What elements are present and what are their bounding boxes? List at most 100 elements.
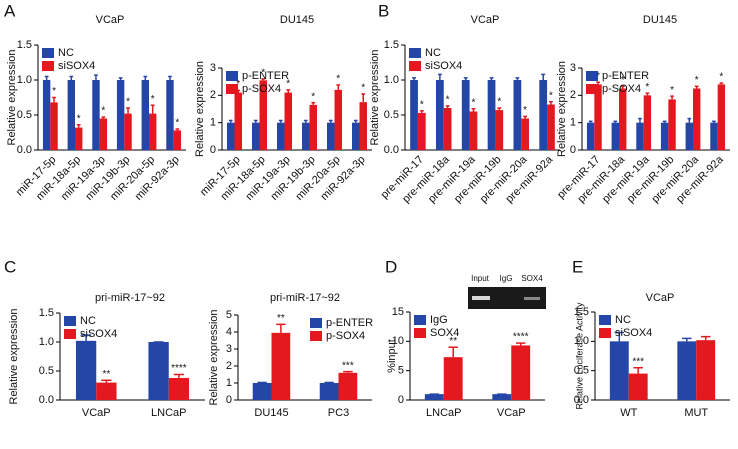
legend-swatch xyxy=(414,328,426,338)
significance-label: **** xyxy=(513,332,529,343)
bar xyxy=(359,102,367,150)
bar xyxy=(668,99,676,150)
legend-label: SOX4 xyxy=(430,327,459,339)
bar xyxy=(511,345,531,400)
significance-label: * xyxy=(645,82,649,93)
significance-label: * xyxy=(286,79,290,90)
bar xyxy=(96,382,117,400)
significance-label: ** xyxy=(277,313,285,324)
x-tick-label: VCaP xyxy=(82,407,111,419)
bar xyxy=(436,80,444,150)
y-axis-label: Relative Luciferase Activity xyxy=(574,302,584,410)
legend-swatch xyxy=(310,318,322,328)
bar xyxy=(696,340,716,400)
bar xyxy=(271,332,291,400)
y-tick-label: 4 xyxy=(226,326,232,338)
y-tick-label: 1.5 xyxy=(384,39,399,51)
legend-label: p-SOX4 xyxy=(242,83,281,95)
bar xyxy=(116,80,125,150)
bar xyxy=(492,394,512,400)
bar xyxy=(609,341,629,400)
legend-label: p-SOX4 xyxy=(602,83,641,95)
significance-label: * xyxy=(52,86,56,97)
bar xyxy=(424,394,444,400)
y-tick-label: 3 xyxy=(226,343,232,355)
chart-title: VCaP xyxy=(96,14,125,26)
bar xyxy=(75,340,97,400)
significance-label: * xyxy=(549,90,553,101)
y-axis-label: %input xyxy=(386,339,398,373)
y-tick-label: 2 xyxy=(570,89,576,101)
legend-label: p-ENTER xyxy=(326,317,373,329)
bar xyxy=(611,122,619,150)
bar xyxy=(67,80,75,150)
legend-swatch xyxy=(226,84,238,94)
bar xyxy=(586,122,595,150)
y-tick-label: 1.0 xyxy=(384,74,399,86)
y-tick-label: 0.0 xyxy=(39,394,54,406)
y-tick-label: 0 xyxy=(570,144,576,156)
bar xyxy=(149,113,157,150)
bar xyxy=(685,122,693,150)
legend-label: NC xyxy=(80,315,96,327)
y-tick-label: 5 xyxy=(398,365,404,377)
y-tick-label: 1 xyxy=(226,377,232,389)
legend-label: IgG xyxy=(430,314,448,326)
bar xyxy=(547,104,555,150)
y-tick-label: 0.5 xyxy=(17,109,32,121)
significance-label: **** xyxy=(171,363,187,374)
inset-label: Input xyxy=(471,274,490,283)
significance-label: * xyxy=(695,75,699,86)
legend-swatch xyxy=(409,61,421,71)
bar xyxy=(619,88,627,150)
x-tick-label: WT xyxy=(620,407,637,419)
significance-label: * xyxy=(236,79,240,90)
legend-label: NC xyxy=(425,47,441,59)
chart-title: pri-miR-17~92 xyxy=(270,292,340,304)
bar xyxy=(334,89,342,150)
y-tick-label: 2 xyxy=(226,360,232,372)
significance-label: * xyxy=(523,105,527,116)
bar xyxy=(252,122,260,150)
bar xyxy=(284,92,292,150)
y-tick-label: 10 xyxy=(392,335,404,347)
chart-title: VCaP xyxy=(471,14,500,26)
bar xyxy=(338,372,358,400)
bar xyxy=(302,122,310,150)
chart-title: pri-miR-17~92 xyxy=(95,292,165,304)
y-tick-label: 15 xyxy=(392,306,404,318)
bar xyxy=(319,383,339,400)
bar xyxy=(148,342,169,400)
bar xyxy=(469,111,478,150)
significance-label: * xyxy=(596,71,600,82)
legend-swatch xyxy=(42,61,54,71)
significance-label: * xyxy=(361,83,365,94)
legend-label: p-ENTER xyxy=(602,70,649,82)
bar xyxy=(443,108,452,150)
significance-label: * xyxy=(261,68,265,79)
significance-label: * xyxy=(446,95,450,106)
legend-swatch xyxy=(310,331,322,341)
bar xyxy=(259,80,267,150)
bar xyxy=(487,80,496,150)
panel-label: B xyxy=(378,1,389,20)
significance-label: * xyxy=(336,74,340,85)
bar xyxy=(234,92,242,150)
bar xyxy=(643,95,652,150)
y-tick-label: 1.0 xyxy=(39,336,54,348)
legend-label: NC xyxy=(58,47,74,59)
y-tick-label: 3 xyxy=(570,62,576,74)
legend-swatch xyxy=(42,48,54,58)
legend-swatch xyxy=(414,315,426,325)
x-tick-label: MUT xyxy=(684,407,708,419)
legend-swatch xyxy=(586,71,598,81)
bar xyxy=(717,84,726,150)
inset-label: SOX4 xyxy=(521,274,543,283)
bar xyxy=(99,118,108,150)
legend-swatch xyxy=(64,329,76,339)
bar xyxy=(495,110,504,150)
bar xyxy=(660,122,669,150)
legend-swatch xyxy=(64,316,76,326)
bar xyxy=(352,122,360,150)
legend-swatch xyxy=(599,328,611,338)
